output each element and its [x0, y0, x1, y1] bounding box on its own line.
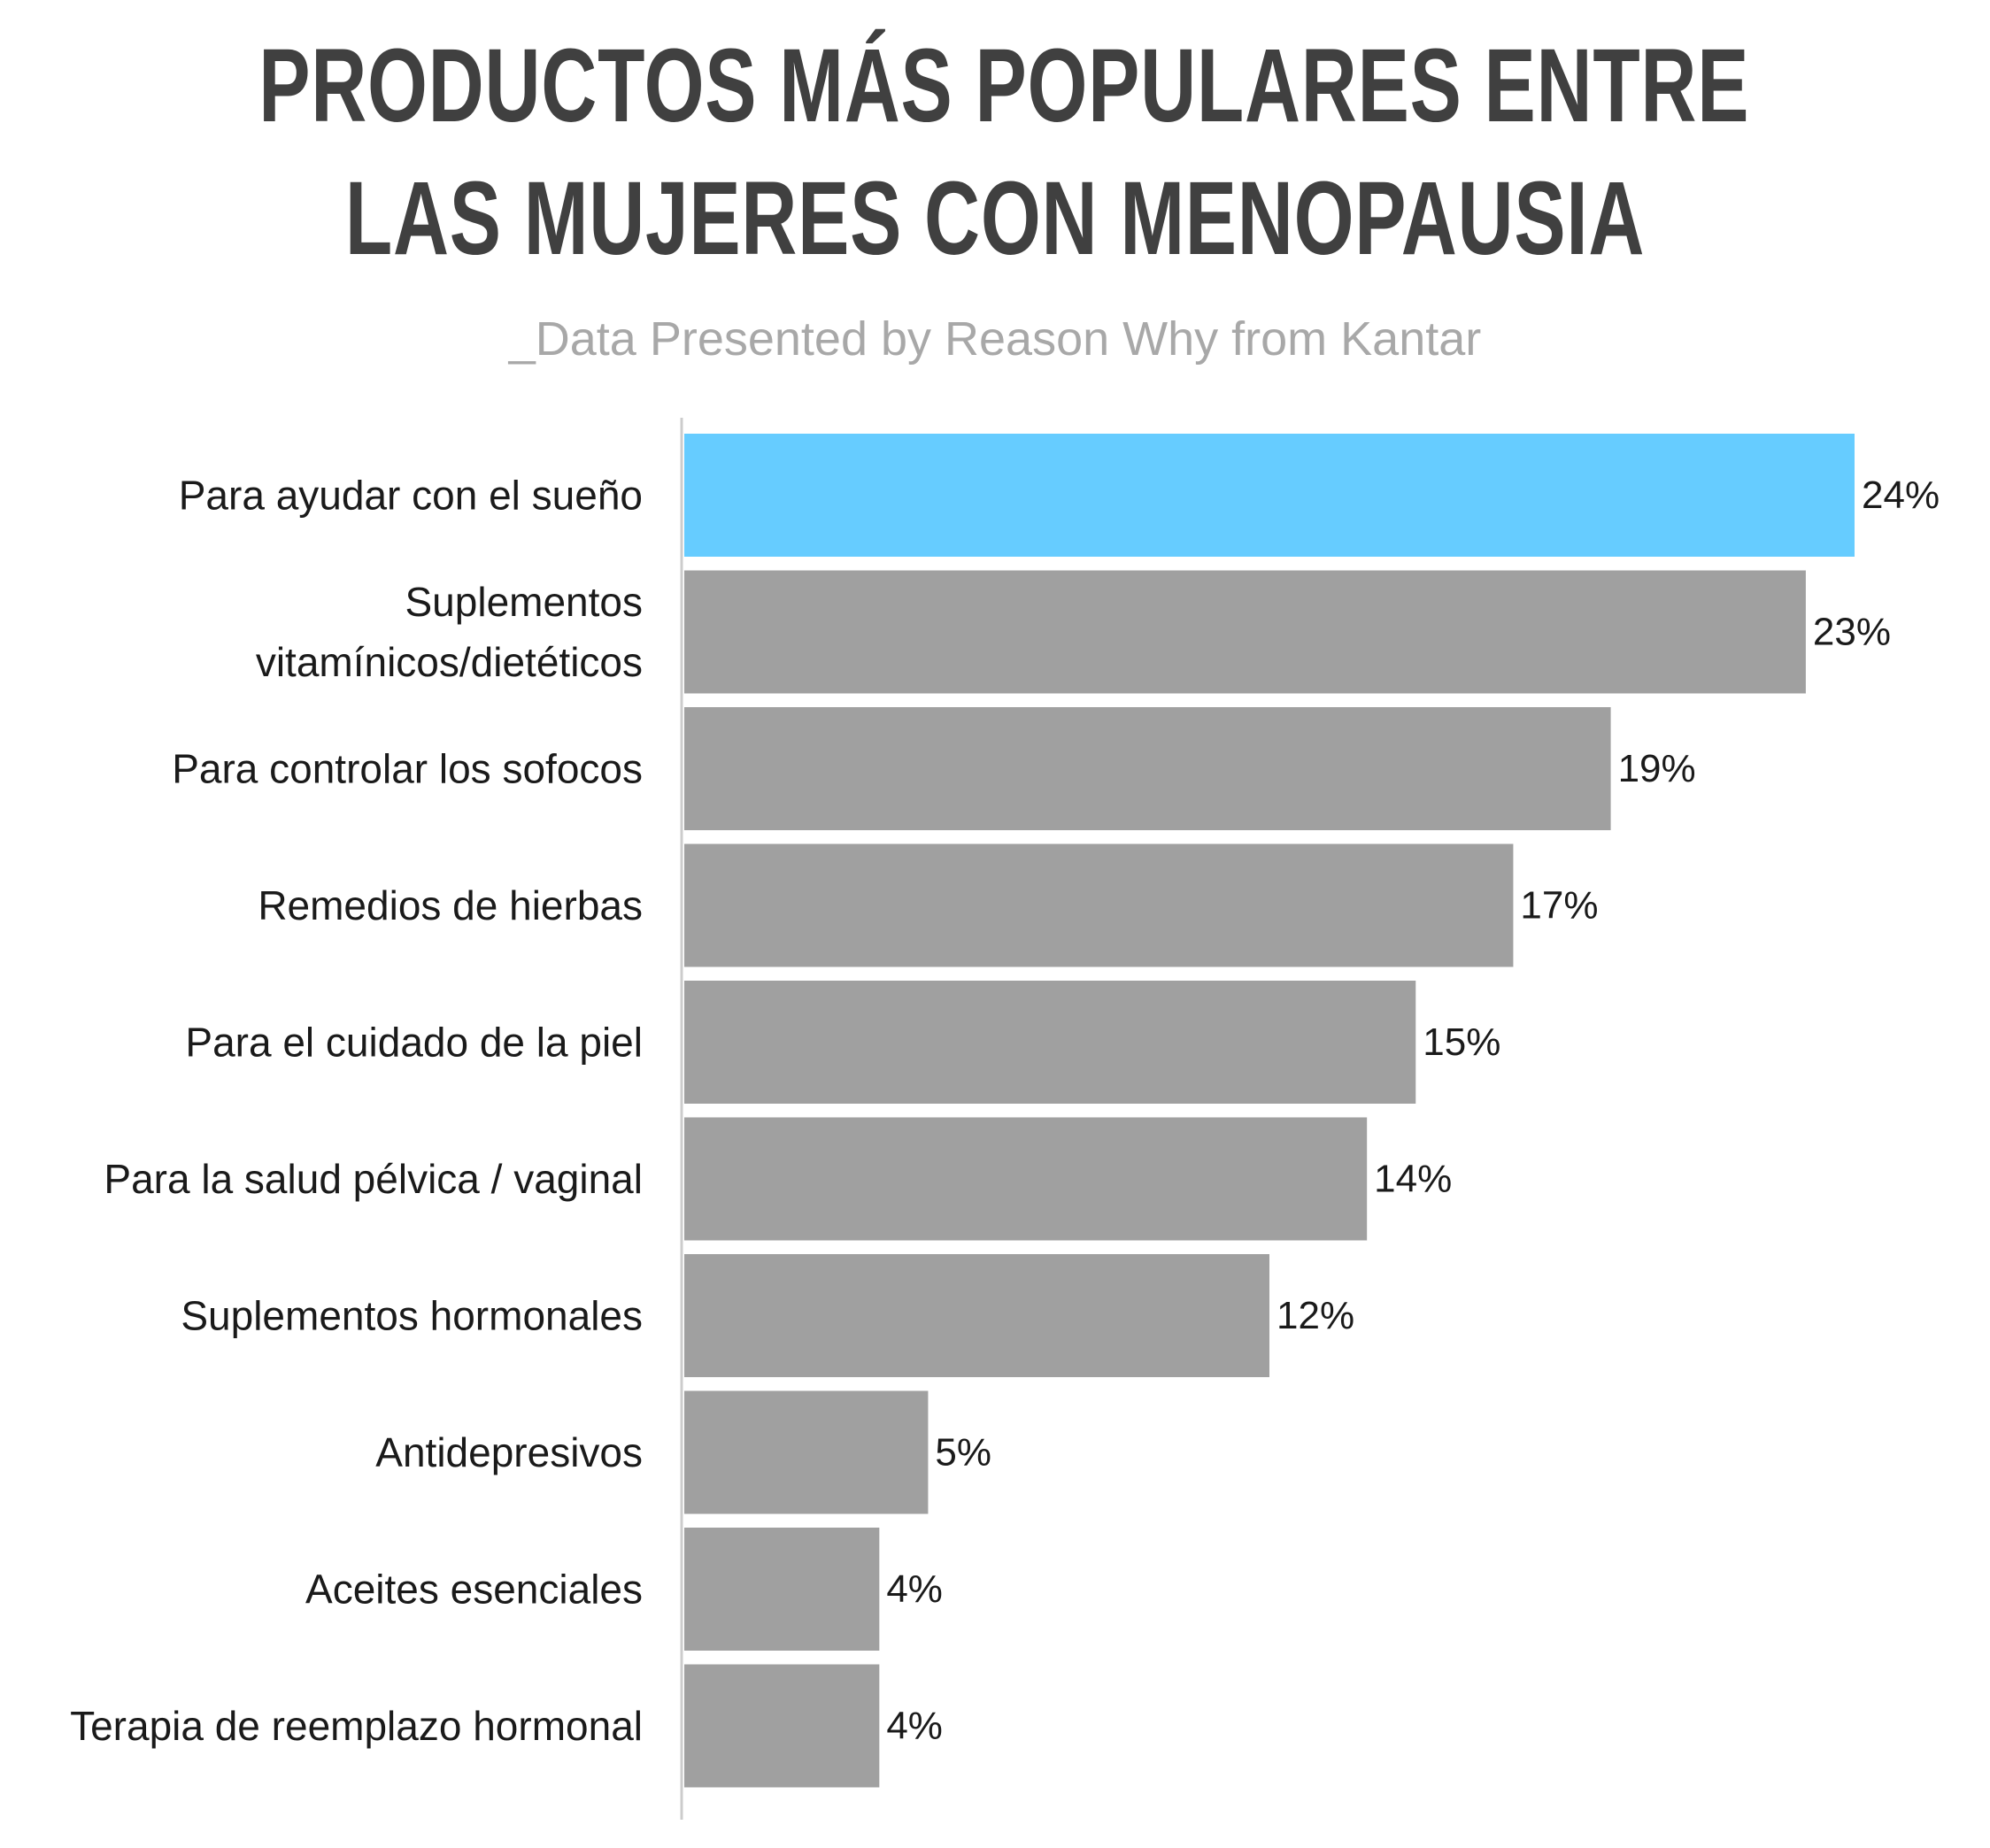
category-label-6: Suplementos hormonales — [181, 1293, 643, 1339]
bar-8 — [684, 1528, 880, 1651]
bar-3 — [684, 843, 1514, 967]
chart-title-line-1: PRODUCTOS MÁS POPULARES ENTRE — [258, 27, 1750, 144]
chart-subtitle: _Data Presented by Reason Why from Kanta… — [508, 312, 1482, 366]
category-label-3-line-0: Remedios de hierbas — [258, 882, 643, 928]
value-label-3: 17% — [1520, 884, 1598, 928]
category-label-5-line-0: Para la salud pélvica / vaginal — [104, 1156, 643, 1202]
category-label-8: Aceites esenciales — [305, 1567, 643, 1613]
bar-2 — [684, 707, 1611, 830]
category-label-7-line-0: Antidepresivos — [375, 1429, 643, 1475]
bar-5 — [684, 1117, 1368, 1241]
value-label-6: 12% — [1277, 1294, 1354, 1337]
value-label-2: 19% — [1618, 747, 1696, 790]
value-label-1: 23% — [1813, 611, 1891, 654]
chart-title-line-2: LAS MUJERES CON MENOPAUSIA — [344, 160, 1646, 277]
bar-4 — [684, 981, 1416, 1104]
category-label-0: Para ayudar con el sueño — [179, 473, 643, 519]
category-label-9-line-0: Terapia de reemplazo hormonal — [70, 1703, 643, 1749]
category-label-8-line-0: Aceites esenciales — [305, 1567, 643, 1613]
bar-9 — [684, 1664, 880, 1788]
category-label-2-line-0: Para controlar los sofocos — [172, 746, 643, 792]
value-label-5: 14% — [1374, 1158, 1452, 1201]
category-label-9: Terapia de reemplazo hormonal — [70, 1703, 643, 1749]
value-label-8: 4% — [886, 1567, 943, 1611]
category-label-1: Suplementos vitamínicos/dietéticos — [256, 579, 643, 685]
category-label-1-line-1: vitamínicos/dietéticos — [256, 639, 643, 685]
bar-7 — [684, 1390, 929, 1514]
category-label-5: Para la salud pélvica / vaginal — [104, 1156, 643, 1202]
bar-6 — [684, 1254, 1269, 1377]
category-label-7: Antidepresivos — [375, 1429, 643, 1475]
category-label-4-line-0: Para el cuidado de la piel — [185, 1020, 643, 1066]
value-label-0: 24% — [1862, 474, 1940, 517]
value-label-9: 4% — [886, 1705, 943, 1748]
bars-group — [684, 434, 1855, 1788]
category-label-2: Para controlar los sofocos — [172, 746, 643, 792]
bar-1 — [684, 570, 1806, 694]
bar-0 — [684, 434, 1855, 557]
value-label-4: 15% — [1423, 1020, 1500, 1064]
category-label-6-line-0: Suplementos hormonales — [181, 1293, 643, 1339]
category-labels-group: Para ayudar con el sueño Suplementos vitam… — [70, 473, 643, 1750]
chart-title: PRODUCTOS MÁS POPULARES ENTRE LAS MUJERE… — [258, 19, 1750, 285]
value-labels-group: 24% 23% 19% 17% 15% 14% 12% 5% 4% 4% — [886, 474, 1940, 1748]
category-label-4: Para el cuidado de la piel — [185, 1020, 643, 1066]
category-label-1-line-0: Suplementos — [405, 579, 644, 625]
value-label-7: 5% — [935, 1431, 991, 1475]
category-label-3: Remedios de hierbas — [258, 882, 643, 928]
category-label-0-line-0: Para ayudar con el sueño — [179, 473, 643, 519]
